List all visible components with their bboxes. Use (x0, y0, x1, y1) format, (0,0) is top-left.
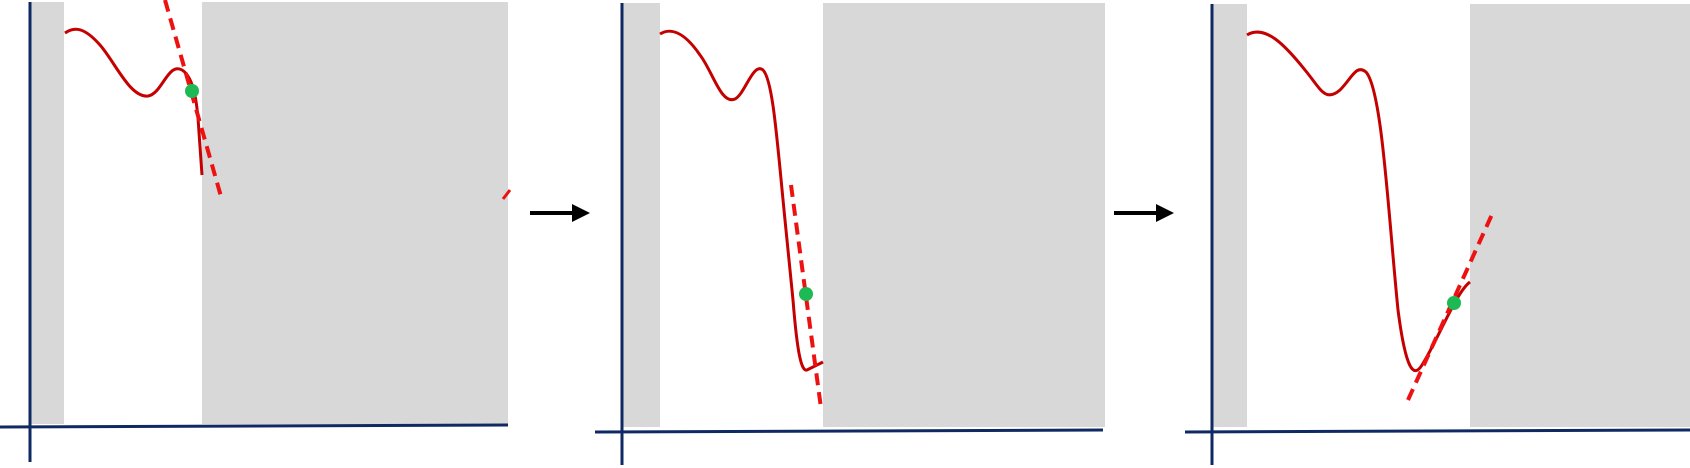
x-axis (0, 423, 509, 429)
right-arrow-icon (530, 204, 590, 222)
tangent-line-fragment (501, 189, 512, 200)
x-axis (1184, 428, 1690, 434)
panel-step-2 (594, 3, 1105, 465)
shaded-region-right (202, 2, 508, 424)
shaded-region-left (31, 2, 64, 424)
shaded-region-right (1470, 4, 1690, 427)
current-point (1447, 296, 1461, 310)
shaded-region-left (623, 3, 660, 427)
function-curve (659, 29, 824, 372)
function-curve (64, 27, 204, 176)
tangent-line (163, 0, 224, 201)
function-curve (1246, 30, 1471, 373)
current-point (185, 84, 199, 98)
right-arrow-icon (1114, 204, 1174, 222)
shaded-region-right (823, 3, 1105, 427)
panel-step-1 (0, 0, 512, 462)
panel-step-3 (1184, 4, 1690, 465)
current-point (799, 287, 813, 301)
shaded-region-left (1213, 4, 1247, 427)
x-axis (594, 428, 1104, 434)
